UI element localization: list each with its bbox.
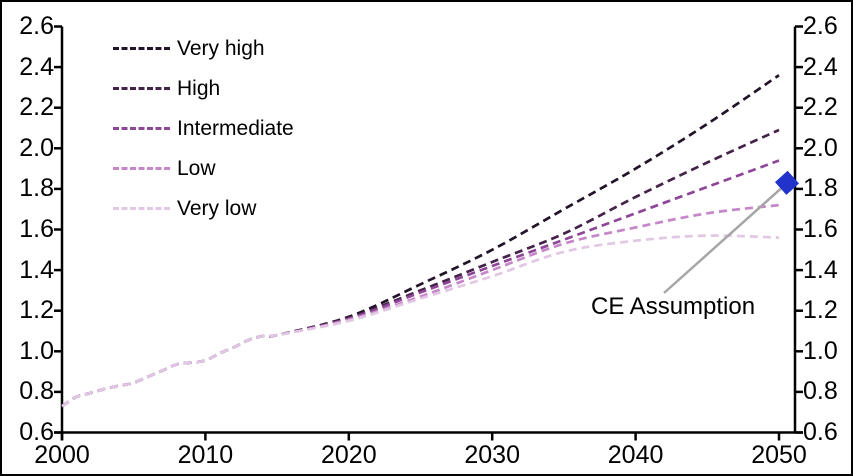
y-axis-label-right: 2.6 (803, 12, 838, 40)
legend-label-low: Low (177, 156, 216, 180)
legend-label-intermediate: Intermediate (177, 116, 294, 140)
y-axis-label-left: 1.4 (19, 255, 54, 284)
y-axis-label-left: 0.6 (19, 418, 54, 446)
y-axis-label-left: 2.0 (19, 133, 54, 162)
y-axis-label-left: 2.2 (19, 93, 54, 122)
y-axis-label-left: 0.8 (19, 377, 54, 406)
legend: Very high High Intermediate Low Very low (113, 28, 294, 228)
legend-label-high: High (177, 76, 221, 100)
x-axis-label: 2010 (177, 441, 234, 469)
y-axis-label-right: 0.8 (803, 377, 838, 406)
x-axis-label: 2050 (751, 441, 807, 469)
legend-dash-very-low-icon (113, 206, 170, 210)
x-axis-label: 2020 (320, 441, 377, 469)
y-axis-label-right: 1.8 (803, 174, 838, 203)
series-line-very-low (61, 234, 780, 408)
y-axis-label-left: 2.4 (19, 52, 54, 81)
y-axis-label-left: 1.0 (19, 336, 54, 365)
y-axis-label-right: 2.2 (803, 93, 838, 122)
annotation-label: CE Assumption (591, 293, 756, 320)
legend-item-low: Low (113, 148, 294, 188)
legend-item-very-high: Very high (113, 28, 294, 68)
y-axis-label-right: 1.0 (803, 336, 838, 365)
legend-dash-low-icon (113, 166, 170, 170)
legend-dash-very-high-icon (113, 46, 170, 50)
y-axis-label-right: 1.4 (803, 255, 838, 284)
x-axis-label: 2030 (464, 441, 520, 469)
y-axis-label-right: 0.6 (803, 418, 838, 446)
x-axis-label: 2000 (34, 441, 90, 469)
legend-item-high: High (113, 68, 294, 108)
y-axis-label-left: 1.6 (19, 215, 54, 243)
ce-assumption-marker (774, 170, 800, 195)
annotation-leader-line (663, 184, 785, 294)
y-axis-label-left: 2.6 (19, 12, 54, 40)
y-axis-label-left: 1.2 (19, 296, 54, 325)
legend-label-very-low: Very low (177, 196, 257, 220)
legend-dash-intermediate-icon (113, 126, 170, 130)
y-axis-label-right: 1.6 (803, 215, 838, 243)
legend-label-very-high: Very high (177, 36, 265, 60)
legend-dash-high-icon (113, 86, 170, 90)
y-axis-label-right: 1.2 (803, 296, 838, 325)
legend-item-very-low: Very low (113, 188, 294, 228)
y-axis-label-right: 2.0 (803, 133, 838, 162)
legend-item-intermediate: Intermediate (113, 108, 294, 148)
y-axis-label-left: 1.8 (19, 174, 54, 203)
x-axis-label: 2040 (607, 441, 664, 469)
y-axis-label-right: 2.4 (803, 52, 838, 81)
